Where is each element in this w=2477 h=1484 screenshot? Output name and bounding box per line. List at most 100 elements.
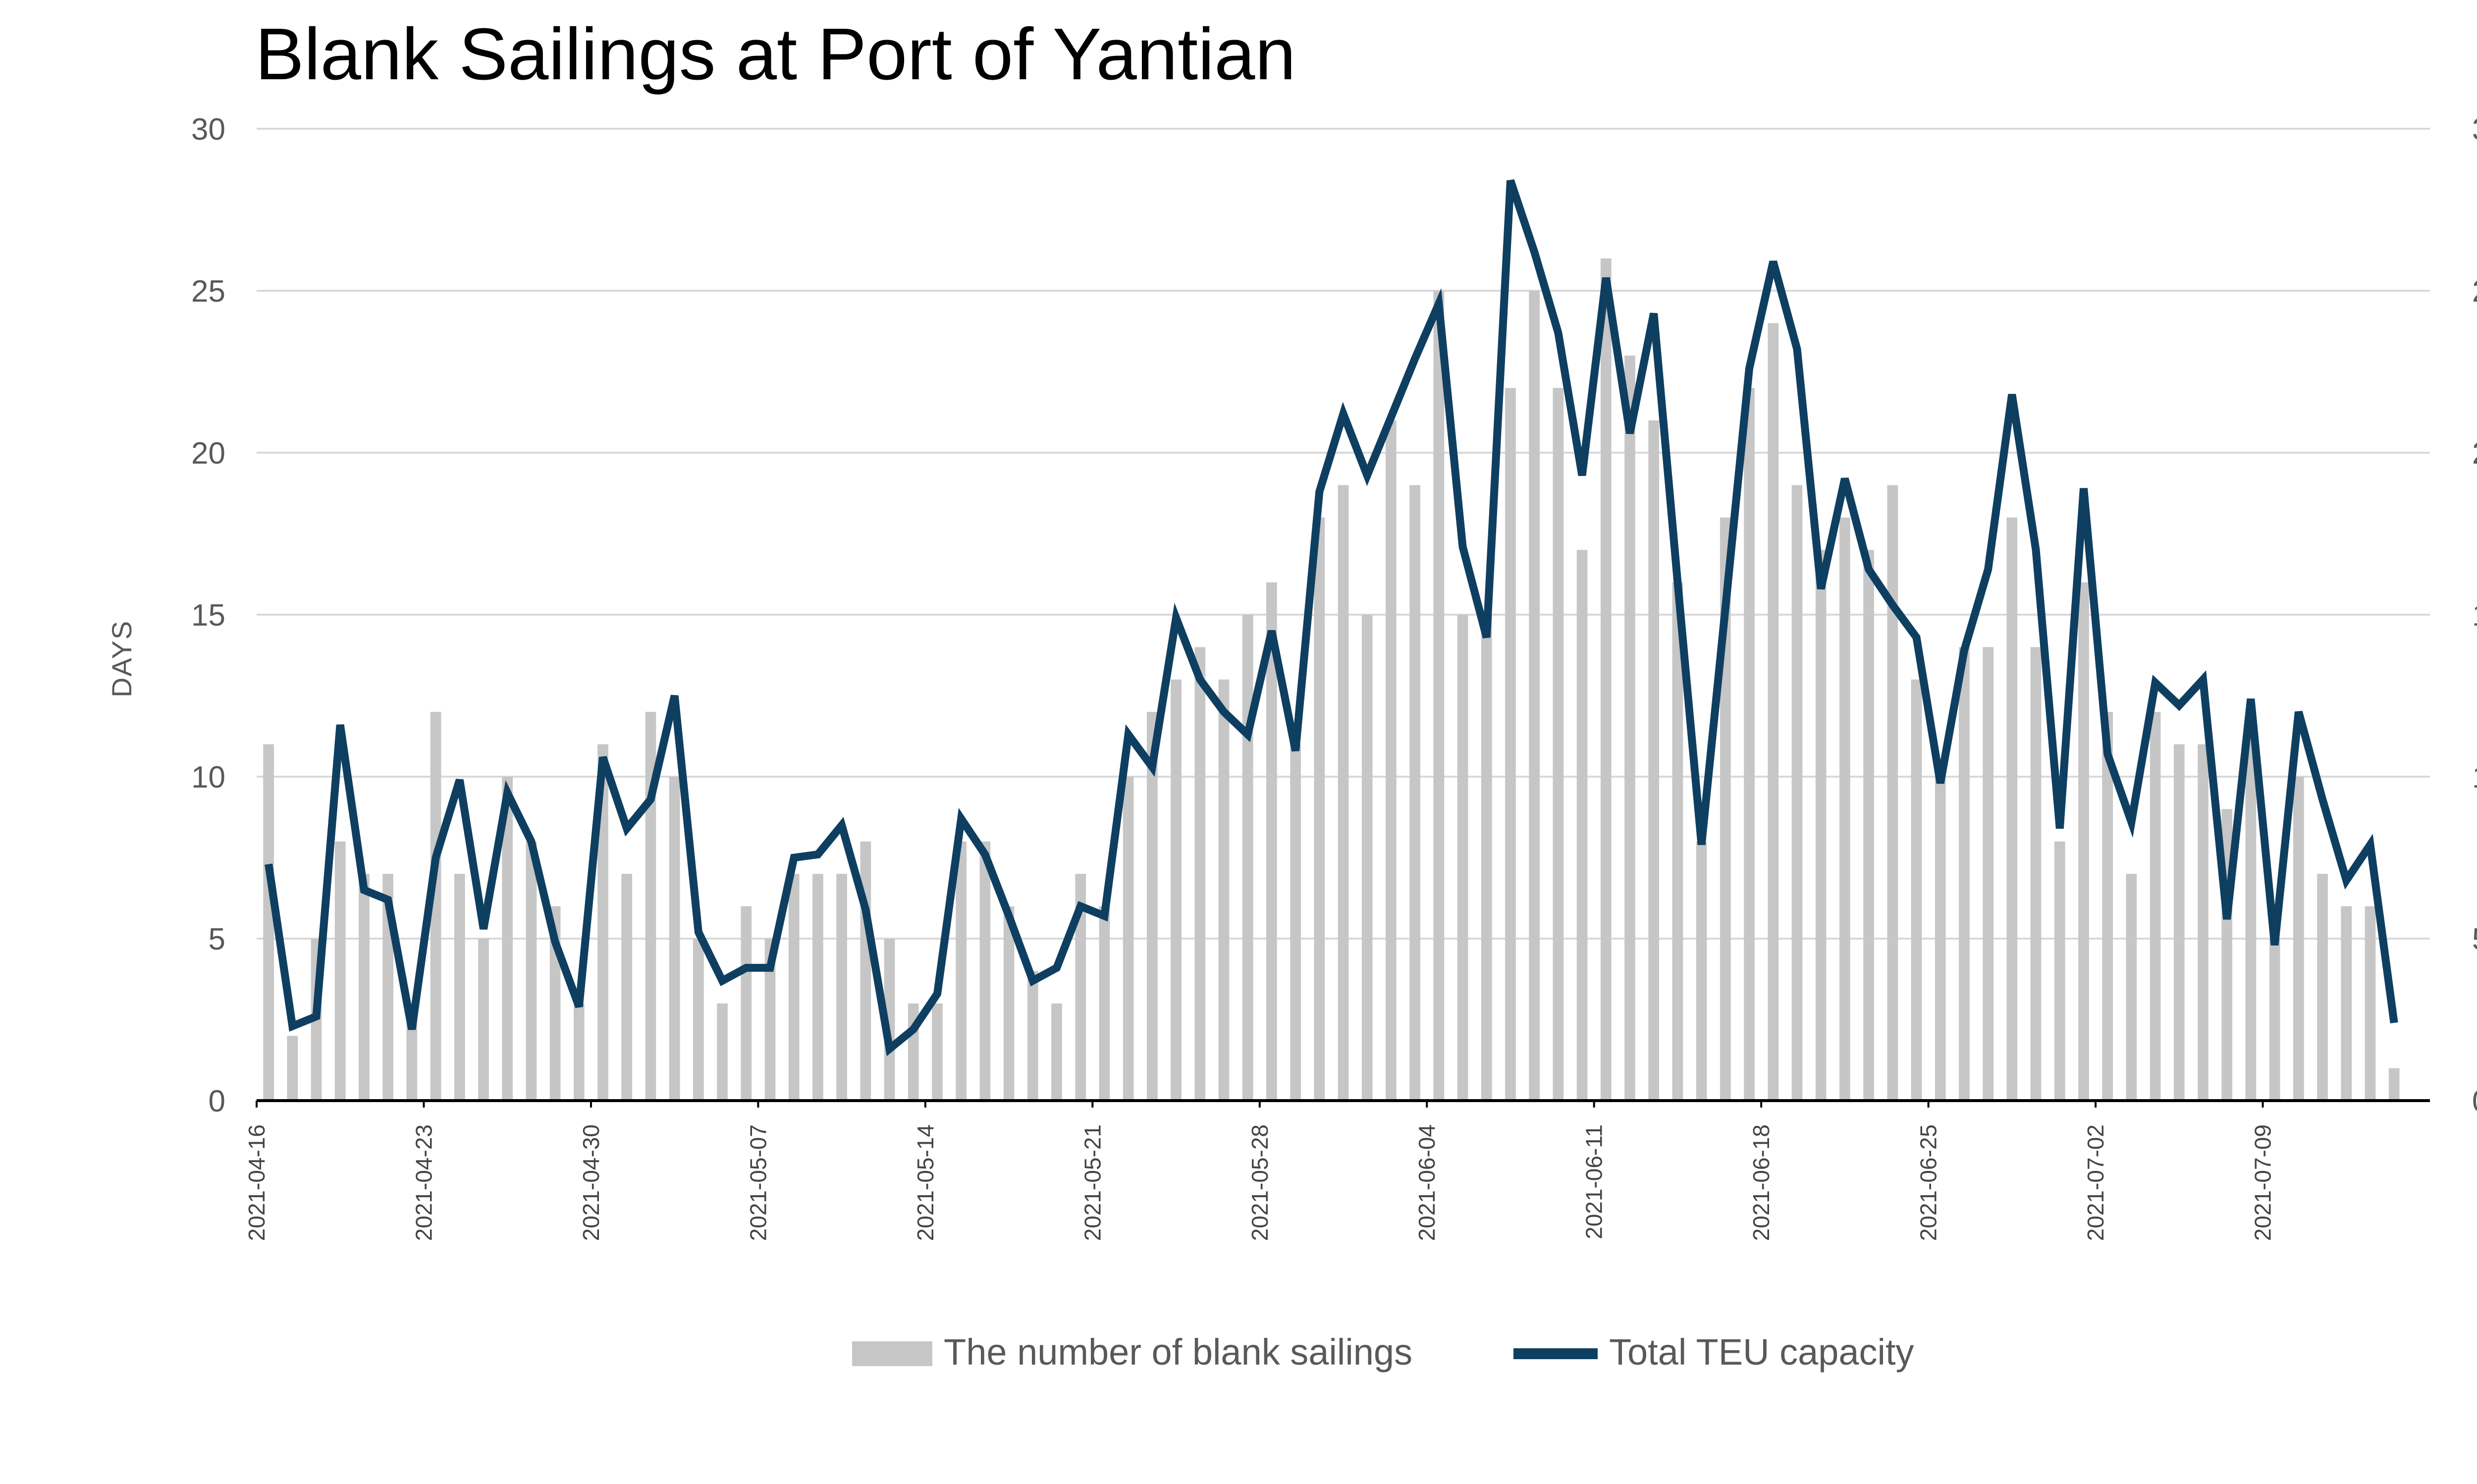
- y2-tick-label: 200000: [2472, 436, 2477, 471]
- y2-tick-label: 150000: [2472, 598, 2477, 633]
- y2-tick-label: 100000: [2472, 760, 2477, 795]
- bar: [2317, 874, 2328, 1101]
- bar: [454, 874, 465, 1101]
- y-tick-label: 5: [209, 922, 225, 956]
- bar: [1171, 679, 1182, 1101]
- bar: [717, 1003, 728, 1101]
- bar: [263, 744, 274, 1101]
- bar: [1194, 647, 1206, 1101]
- bar: [1600, 258, 1612, 1101]
- bar: [788, 874, 800, 1101]
- y2-tick-label: 300000: [2472, 112, 2477, 147]
- y-tick-label: 25: [191, 274, 225, 309]
- bar: [669, 777, 680, 1101]
- x-tick-label: 2021-05-14: [913, 1124, 938, 1241]
- y-axis-title: DAYS: [106, 620, 137, 697]
- x-axis: [256, 1099, 2430, 1108]
- line-series: [265, 179, 2398, 1057]
- bar: [1218, 679, 1230, 1101]
- bar: [597, 744, 608, 1101]
- y2-tick-label: 0: [2472, 1084, 2477, 1118]
- bar: [1959, 647, 1970, 1101]
- bar: [1815, 550, 1827, 1101]
- x-tick-label: 2021-04-16: [244, 1124, 269, 1241]
- bar: [1386, 420, 1397, 1101]
- y-tick-label: 30: [191, 112, 225, 147]
- bar: [645, 712, 656, 1101]
- bar: [1314, 517, 1325, 1101]
- bar: [1290, 744, 1301, 1101]
- bar-series: [263, 258, 2400, 1101]
- bar: [573, 1003, 585, 1101]
- bar: [1576, 550, 1588, 1101]
- bar: [1338, 485, 1349, 1101]
- x-tick-label: 2021-06-11: [1581, 1124, 1607, 1239]
- bar: [2150, 712, 2161, 1101]
- bar: [1409, 485, 1420, 1101]
- bar: [359, 874, 370, 1101]
- bar: [1672, 582, 1683, 1101]
- bar: [1003, 906, 1015, 1101]
- bar: [1099, 906, 1110, 1101]
- x-axis-ticks: 2021-04-16 2021-04-23 2021-04-30 2021-05-07…: [244, 1124, 2276, 1241]
- bar: [502, 777, 513, 1101]
- bar: [1863, 550, 1874, 1101]
- bar: [1839, 517, 1850, 1101]
- bar: [1791, 485, 1803, 1101]
- y-axis-ticks: 0 5 10 15 20 25 30: [191, 112, 225, 1118]
- teu-line: [265, 179, 2398, 1057]
- bar: [1935, 777, 1946, 1101]
- legend: The number of blank sailings Total TEU c…: [852, 1331, 1914, 1373]
- y-tick-label: 0: [209, 1084, 225, 1118]
- bar: [2341, 906, 2352, 1101]
- bar: [860, 841, 871, 1101]
- bar: [1983, 647, 1993, 1101]
- bar: [2293, 777, 2304, 1101]
- x-tick-label: 2021-04-23: [411, 1124, 436, 1241]
- bar: [1553, 388, 1564, 1101]
- bar: [1051, 1003, 1062, 1101]
- bar: [1505, 388, 1516, 1101]
- bar: [1481, 615, 1492, 1101]
- bar: [956, 841, 967, 1101]
- bar: [287, 1036, 298, 1101]
- bar: [1887, 485, 1898, 1101]
- x-tick-label: 2021-05-28: [1247, 1124, 1273, 1241]
- bar: [1696, 841, 1707, 1101]
- bar: [836, 874, 847, 1101]
- x-tick-label: 2021-06-25: [1916, 1124, 1941, 1241]
- legend-label-line: Total TEU capacity: [1609, 1331, 1914, 1373]
- bar: [430, 712, 441, 1101]
- x-tick-label: 2021-06-04: [1414, 1124, 1440, 1241]
- x-tick-label: 2021-05-21: [1079, 1124, 1105, 1241]
- bar: [2365, 906, 2376, 1101]
- chart-title: Blank Sailings at Port of Yantian: [255, 13, 1296, 95]
- x-tick-label: 2021-07-09: [2250, 1124, 2276, 1241]
- bar: [693, 939, 704, 1101]
- bar: [621, 874, 633, 1101]
- y-tick-label: 20: [191, 436, 225, 471]
- bar: [1123, 777, 1134, 1101]
- bar: [1242, 615, 1253, 1101]
- bar: [1027, 971, 1038, 1101]
- bar: [1075, 874, 1086, 1101]
- bar: [764, 939, 776, 1101]
- y2-axis-ticks: 0 50000 100000 150000 200000 250000 300000: [2472, 112, 2477, 1118]
- bar: [979, 841, 991, 1101]
- bar: [2006, 517, 2018, 1101]
- x-tick-label: 2021-04-30: [578, 1124, 604, 1241]
- bar: [2388, 1068, 2400, 1101]
- bar: [2245, 712, 2257, 1101]
- x-tick-label: 2021-05-07: [745, 1124, 771, 1241]
- bar: [1768, 323, 1779, 1101]
- bar: [478, 939, 489, 1101]
- bar: [334, 841, 346, 1101]
- bar: [741, 906, 752, 1101]
- bar: [1433, 291, 1445, 1101]
- bar: [526, 841, 537, 1101]
- bar: [1457, 615, 1468, 1101]
- bar: [2078, 582, 2089, 1101]
- bar: [1648, 420, 1660, 1101]
- bar: [1361, 615, 1373, 1101]
